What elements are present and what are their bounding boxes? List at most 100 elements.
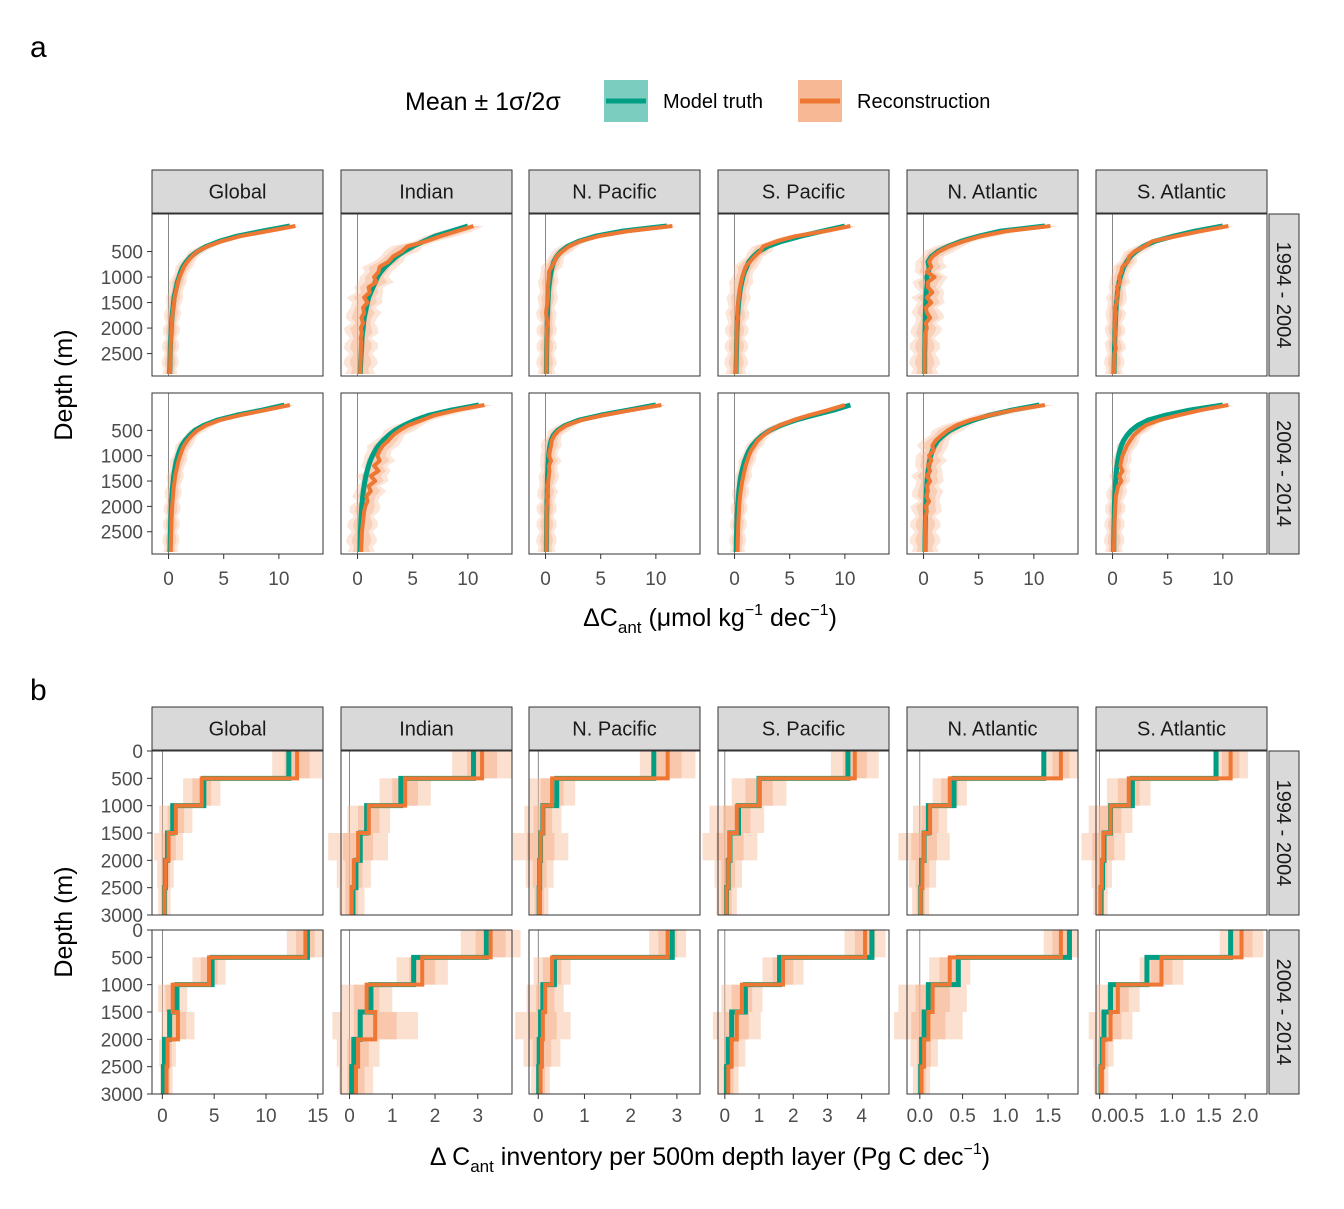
facet-background [152, 214, 323, 376]
xtick-label: 0 [163, 569, 174, 590]
facet-a-1994-2004-s-atlantic [1095, 213, 1268, 377]
recon-step-line [1098, 751, 1233, 915]
recon-step-line [724, 751, 857, 915]
xtick-label: 1.0 [1159, 1106, 1185, 1127]
ytick-label: 1000 [101, 976, 143, 997]
xtick-label: 3 [473, 1106, 484, 1127]
facet-b-2004-2014-n-pacific [515, 929, 701, 1095]
xtick-label: 10 [268, 569, 289, 590]
row-strip-label-a-2004-2014: 2004 - 2014 [1272, 420, 1294, 527]
strip-b-n-pacific [528, 706, 701, 751]
ytick-label: 3000 [101, 906, 143, 927]
ytick-label: 2500 [101, 523, 143, 544]
facet-b-2004-2014-global [151, 929, 325, 1095]
ytick-label: 2000 [101, 851, 143, 872]
facet-b-2004-2014-indian [332, 929, 521, 1095]
panel-label-b: b [30, 674, 47, 707]
recon-step-line [164, 930, 308, 1094]
recon-step-line [349, 751, 485, 915]
xtick-label: 0 [540, 569, 551, 590]
xtick-label: 2 [788, 1106, 799, 1127]
xtick-label: 5 [595, 569, 606, 590]
recon-step-line [1099, 930, 1244, 1094]
ytick-label: 1500 [101, 824, 143, 845]
xtick-label: 10 [645, 569, 666, 590]
facet-border [1095, 929, 1268, 1095]
legend-label-recon: Reconstruction [857, 91, 990, 113]
facet-border [151, 929, 324, 1095]
strip-label-b-s-pacific: S. Pacific [762, 719, 845, 741]
xtick-label: 0 [729, 569, 740, 590]
ytick-label: 2000 [101, 497, 143, 518]
row-strip-a-2004-2014 [1268, 392, 1300, 555]
recon-step-line [537, 751, 670, 915]
ytick-label: 1000 [101, 797, 143, 818]
recon-line [922, 224, 1051, 374]
strip-label-b-n-pacific: N. Pacific [572, 719, 656, 741]
facet-b-1994-2004-indian [328, 750, 513, 916]
xtick-label: 1.5 [1196, 1106, 1222, 1127]
xtick-label: 4 [856, 1106, 867, 1127]
xtick-label: 5 [209, 1106, 220, 1127]
xtick-label: 2.0 [1232, 1106, 1258, 1127]
facet-border [151, 392, 324, 555]
xtick-label: 0 [918, 569, 929, 590]
ytick-label: 0 [132, 921, 143, 942]
xtick-label: 10 [1023, 569, 1044, 590]
facet-background [529, 214, 700, 376]
legend-title: Mean ± 1σ/2σ [405, 88, 561, 116]
facet-a-1994-2004-indian [340, 213, 513, 377]
recon-line [1111, 224, 1229, 375]
facet-border [717, 929, 890, 1095]
facet-background [529, 393, 700, 554]
recon-step-line [918, 751, 1063, 915]
xtick-label: 10 [457, 569, 478, 590]
xtick-label: 5 [407, 569, 418, 590]
facet-border [717, 392, 890, 555]
facet-border [906, 929, 1079, 1095]
strip-a-n-pacific [528, 169, 701, 214]
facet-a-2004-2014-n-atlantic [906, 392, 1079, 555]
recon-band-2sigma [724, 226, 858, 374]
ytick-label: 2500 [101, 1058, 143, 1079]
facet-border [151, 213, 324, 377]
facet-panels: Global Indian N. Pacific S. Pacific N. Atlan… [101, 169, 1300, 1127]
strip-label-a-s-pacific: S. Pacific [762, 182, 845, 204]
facet-border [340, 213, 513, 377]
facet-a-2004-2014-s-pacific [717, 392, 890, 555]
recon-line [358, 224, 474, 375]
strip-a-s-atlantic [1095, 169, 1268, 214]
xtick-label: 10 [834, 569, 855, 590]
strip-label-a-indian: Indian [399, 182, 454, 204]
strip-a-s-pacific [717, 169, 890, 214]
facet-b-1994-2004-s-pacific [702, 750, 890, 916]
ytick-label: 2000 [101, 319, 143, 340]
ytick-label: 1500 [101, 1003, 143, 1024]
facet-border [906, 750, 1079, 916]
xtick-label: 2 [430, 1106, 441, 1127]
strip-b-global [151, 706, 324, 751]
row-strip-b-2004-2014 [1268, 929, 1300, 1095]
row-strip-label-a-1994-2004: 1994 - 2004 [1272, 242, 1294, 349]
xtick-label: 3 [822, 1106, 833, 1127]
facet-a-1994-2004-n-pacific [528, 213, 701, 377]
facet-border [717, 750, 890, 916]
xtick-label: 0.00.5 [1091, 1106, 1144, 1127]
xtick-label: 1 [387, 1106, 398, 1127]
ytick-label: 500 [111, 948, 143, 969]
recon-line [544, 224, 673, 374]
strip-label-b-indian: Indian [399, 719, 454, 741]
xtick-label: 0.5 [949, 1106, 975, 1127]
xtick-label: 15 [307, 1106, 328, 1127]
xtick-label: 0 [1107, 569, 1118, 590]
ytick-label: 3000 [101, 1085, 143, 1106]
strip-a-n-atlantic [906, 169, 1079, 214]
ytick-label: 500 [111, 243, 143, 264]
ytick-label: 1500 [101, 472, 143, 493]
panel-b-y-axis-title: Depth (m) [50, 866, 78, 977]
facet-a-2004-2014-global [151, 392, 324, 555]
xtick-label: 5 [973, 569, 984, 590]
recon-line [168, 403, 291, 552]
facet-border [1095, 213, 1268, 377]
ytick-label: 1000 [101, 447, 143, 468]
